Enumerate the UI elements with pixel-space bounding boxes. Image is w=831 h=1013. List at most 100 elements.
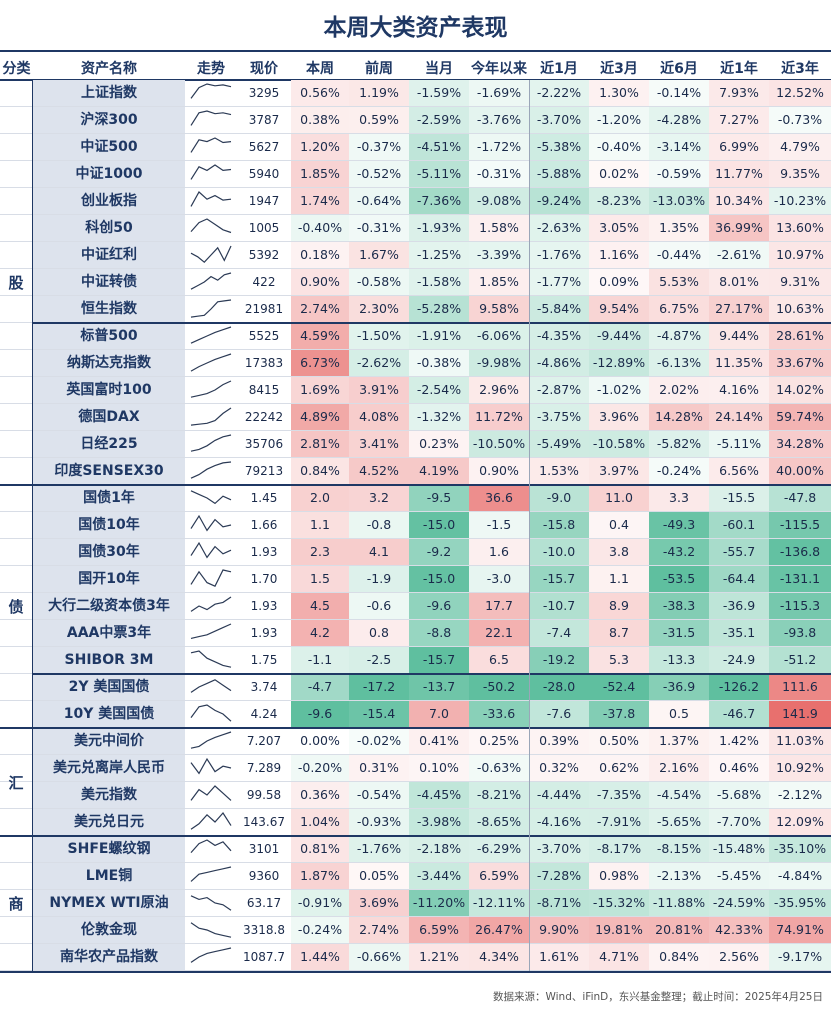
value-1y: 1.42%	[709, 728, 769, 754]
value-1m: -4.35%	[529, 323, 589, 349]
value-1m: -1.77%	[529, 269, 589, 295]
value-6m: -49.3	[649, 512, 709, 538]
trend-sparkline	[190, 679, 232, 693]
value-week: 2.3	[291, 539, 349, 565]
trend-sparkline	[190, 541, 232, 559]
value-ytd: -1.5	[469, 512, 529, 538]
sparkline-path	[190, 110, 232, 126]
table-row: LME铜 9360 1.87% 0.05% -3.44% 6.59% -7.28% 0.98%…	[0, 863, 831, 890]
current-price: 1.93	[250, 545, 278, 559]
value-week: 0.00%	[291, 728, 349, 754]
value-3y: 33.67%	[769, 350, 831, 376]
column-divider	[529, 80, 530, 971]
trend-sparkline	[190, 299, 232, 318]
asset-name: 美元兑离岸人民币	[33, 755, 185, 781]
value-week: 1.69%	[291, 377, 349, 403]
value-3m: 19.81%	[589, 917, 649, 943]
value-ytd: -10.50%	[469, 431, 529, 457]
table-row: 中证1000 5940 1.85% -0.52% -5.11% -0.31% -5.88% 0…	[0, 161, 831, 188]
sparkline-path	[190, 704, 232, 722]
table-row: 国债10年 1.66 1.1 -0.8 -15.0 -1.5 -15.8 0.4 -49.3 -6…	[0, 512, 831, 539]
value-week: -0.20%	[291, 755, 349, 781]
asset-name: 国债30年	[33, 539, 185, 565]
sparkline-path	[190, 137, 232, 153]
value-6m: -5.65%	[649, 809, 709, 835]
sparkline-path	[190, 407, 232, 426]
table-row: 英国富时100 8415 1.69% 3.91% -2.54% 2.96% -2.87% -1…	[0, 377, 831, 404]
value-3y: 13.60%	[769, 215, 831, 241]
value-6m: 20.81%	[649, 917, 709, 943]
value-1m: -5.84%	[529, 296, 589, 322]
sparkline-path	[190, 245, 232, 264]
trend-sparkline	[190, 704, 232, 722]
value-1y: -15.48%	[709, 836, 769, 862]
table-row: 美元指数 99.58 0.36% -0.54% -4.45% -8.21% -4.44% -7…	[0, 782, 831, 809]
value-6m: -0.14%	[649, 80, 709, 106]
current-price: 1.93	[250, 599, 278, 613]
value-ytd: 9.58%	[469, 296, 529, 322]
value-3m: 0.02%	[589, 161, 649, 187]
trend-sparkline	[190, 731, 232, 749]
value-3m: -37.8	[589, 701, 649, 727]
value-1y: 9.44%	[709, 323, 769, 349]
value-3m: -9.44%	[589, 323, 649, 349]
page-title: 本周大类资产表现	[323, 15, 508, 41]
asset-name: AAA中票3年	[33, 620, 185, 646]
value-3y: -35.95%	[769, 890, 831, 916]
value-ytd: 2.96%	[469, 377, 529, 403]
value-3m: 8.9	[589, 593, 649, 619]
value-month: 4.19%	[409, 458, 469, 484]
value-3m: 3.97%	[589, 458, 649, 484]
category-separator	[0, 727, 831, 729]
value-prev-week: -0.8	[349, 512, 409, 538]
value-1m: -3.70%	[529, 836, 589, 862]
value-3m: 0.4	[589, 512, 649, 538]
asset-name: 日经225	[33, 431, 185, 457]
value-ytd: 6.5	[469, 647, 529, 673]
value-ytd: 11.72%	[469, 404, 529, 430]
asset-name: 美元兑日元	[33, 809, 185, 835]
table-row: 大行二级资本债3年 1.93 4.5 -0.6 -9.6 17.7 -10.7 8.9 -38.…	[0, 593, 831, 620]
subgroup-separator	[33, 322, 831, 324]
value-1y: 27.17%	[709, 296, 769, 322]
trend-sparkline	[190, 461, 232, 479]
header-col-2: 走势	[197, 61, 225, 77]
trend-sparkline	[190, 245, 232, 264]
current-price: 7.207	[246, 734, 282, 748]
value-prev-week: 0.31%	[349, 755, 409, 781]
value-1y: 7.27%	[709, 107, 769, 133]
sparkline-path	[190, 785, 232, 801]
value-6m: 2.02%	[649, 377, 709, 403]
sparkline-path	[190, 596, 232, 612]
value-ytd: -8.21%	[469, 782, 529, 808]
asset-name: 沪深300	[33, 107, 185, 133]
current-price: 3787	[248, 113, 280, 127]
trend-sparkline	[190, 490, 232, 505]
value-6m: -6.13%	[649, 350, 709, 376]
value-1y: -2.61%	[709, 242, 769, 268]
value-month: 0.41%	[409, 728, 469, 754]
value-week: -0.91%	[291, 890, 349, 916]
value-1m: -15.8	[529, 512, 589, 538]
value-week: 6.73%	[291, 350, 349, 376]
current-price: 22242	[244, 410, 284, 424]
value-1m: 9.90%	[529, 917, 589, 943]
table-row: 国债1年 1.45 2.0 3.2 -9.5 36.6 -9.0 11.0 3.3 -15.5 -4…	[0, 485, 831, 512]
table-row: 标普500 5525 4.59% -1.50% -1.91% -6.06% -4.35% -9…	[0, 323, 831, 350]
header-col-5: 前周	[365, 61, 393, 77]
value-1y: 4.16%	[709, 377, 769, 403]
value-1m: -7.6	[529, 701, 589, 727]
value-prev-week: 0.59%	[349, 107, 409, 133]
value-month: -1.91%	[409, 323, 469, 349]
asset-name: 伦敦金现	[33, 917, 185, 943]
asset-name: 上证指数	[33, 80, 185, 106]
value-month: -11.20%	[409, 890, 469, 916]
value-prev-week: 0.05%	[349, 863, 409, 889]
table-row: 中证转债 422 0.90% -0.58% -1.58% 1.85% -1.77% 0.09%…	[0, 269, 831, 296]
asset-name: 中证转债	[33, 269, 185, 295]
current-price: 21981	[244, 302, 284, 316]
value-week: -1.1	[291, 647, 349, 673]
value-6m: 0.5	[649, 701, 709, 727]
table-row: 德国DAX 22242 4.89% 4.08% -1.32% 11.72% -3.75% 3.…	[0, 404, 831, 431]
value-6m: -43.2	[649, 539, 709, 565]
